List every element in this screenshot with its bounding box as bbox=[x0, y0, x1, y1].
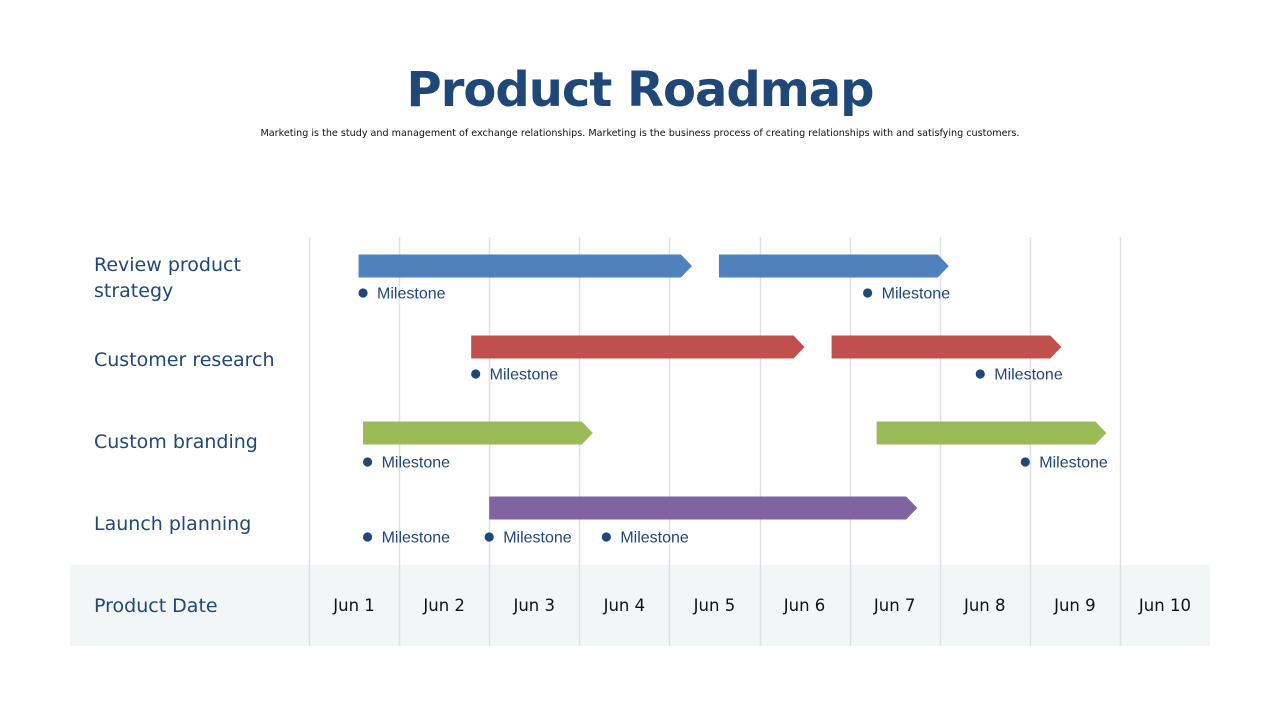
milestone-label: Milestone bbox=[490, 367, 559, 384]
milestone-label: Milestone bbox=[1039, 455, 1108, 472]
milestone-label: Milestone bbox=[382, 530, 451, 547]
x-tick-label: Jun 9 bbox=[1053, 596, 1096, 615]
milestone-dot bbox=[362, 532, 373, 542]
milestone-dot bbox=[863, 288, 873, 298]
milestone-dot bbox=[358, 288, 368, 298]
gantt-bar bbox=[471, 335, 805, 359]
gantt-bar bbox=[718, 254, 949, 278]
x-tick-label: Jun 5 bbox=[693, 596, 736, 615]
x-tick-label: Jun 6 bbox=[783, 596, 826, 615]
x-tick-label: Jun 4 bbox=[603, 596, 646, 615]
milestone-dot bbox=[601, 532, 611, 542]
gantt-bar bbox=[358, 254, 692, 278]
milestone-label: Milestone bbox=[994, 367, 1063, 384]
gantt-bar bbox=[831, 335, 1062, 359]
gantt-bar bbox=[876, 421, 1107, 445]
milestone-label: Milestone bbox=[382, 455, 451, 472]
milestone-label: Milestone bbox=[377, 286, 446, 303]
x-tick-label: Jun 3 bbox=[512, 596, 555, 615]
milestone-dot bbox=[362, 457, 373, 467]
date-axis-band bbox=[70, 565, 1210, 646]
milestone-label: Milestone bbox=[620, 530, 689, 547]
x-tick-label: Jun 2 bbox=[422, 596, 465, 615]
milestone-dot bbox=[1020, 457, 1030, 467]
gantt-bar bbox=[363, 421, 593, 445]
milestone-dot bbox=[975, 369, 985, 379]
x-tick-label: Jun 7 bbox=[873, 596, 916, 615]
page-title: Product Roadmap bbox=[406, 62, 875, 118]
milestone-dot bbox=[471, 369, 481, 379]
row-label-custom-branding: Custom branding bbox=[94, 431, 258, 453]
row-label-launch-planning: Launch planning bbox=[94, 513, 252, 535]
gantt-bar bbox=[489, 496, 918, 520]
x-tick-label: Jun 1 bbox=[332, 596, 375, 615]
axis-header-label: Product Date bbox=[94, 595, 218, 617]
milestone-label: Milestone bbox=[503, 530, 572, 547]
row-label-customer-research: Customer research bbox=[94, 349, 275, 371]
x-tick-label: Jun 10 bbox=[1138, 596, 1191, 615]
row-label-review-product-strategy: Review product strategy bbox=[94, 254, 241, 302]
milestone-dot bbox=[484, 532, 494, 542]
x-tick-label: Jun 8 bbox=[963, 596, 1006, 615]
milestone-label: Milestone bbox=[882, 286, 951, 303]
page-subtitle: Marketing is the study and management of… bbox=[260, 128, 1020, 139]
